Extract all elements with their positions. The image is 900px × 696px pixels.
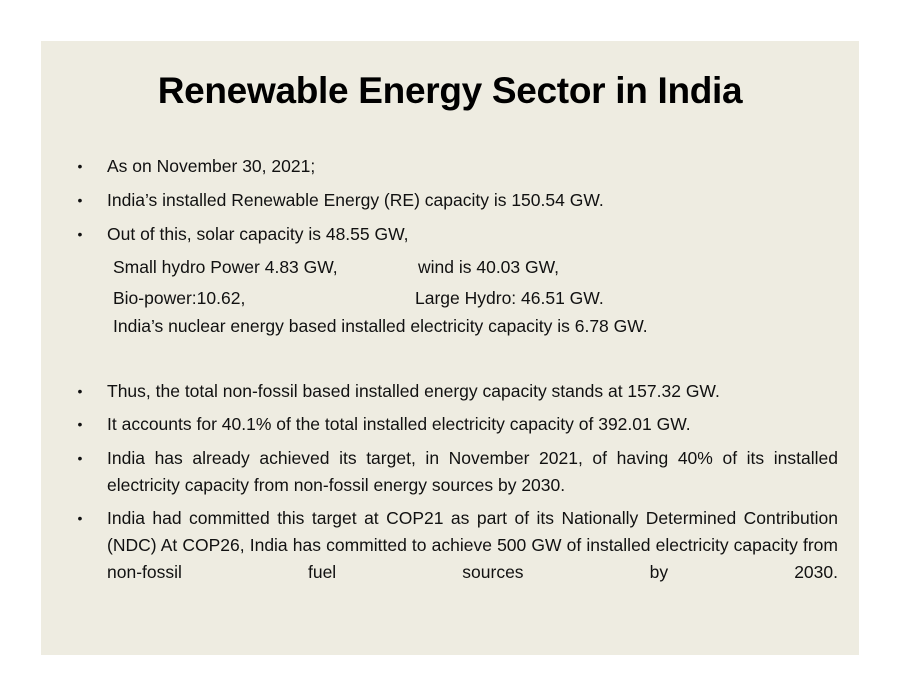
bullet-marker: •: [77, 450, 83, 466]
sub-item-large-hydro: Large Hydro: 46.51 GW.: [415, 288, 604, 308]
sub-item-nuclear: India’s nuclear energy based installed e…: [113, 316, 648, 336]
slide-background: [41, 41, 859, 655]
bullet-marker: •: [77, 226, 83, 242]
bullet-text: Out of this, solar capacity is 48.55 GW,: [107, 224, 409, 244]
sub-item-bio-power: Bio-power:10.62,: [113, 288, 246, 308]
bullet-marker: •: [77, 383, 83, 399]
bullet-marker: •: [77, 416, 83, 432]
bullet-text: It accounts for 40.1% of the total insta…: [107, 414, 691, 434]
bullet-text: Thus, the total non-fossil based install…: [107, 381, 720, 401]
sub-item-small-hydro: Small hydro Power 4.83 GW,: [113, 257, 338, 277]
bullet-text: India’s installed Renewable Energy (RE) …: [107, 190, 604, 210]
sub-item-wind: wind is 40.03 GW,: [418, 257, 560, 277]
bullet-text: India had committed this target at COP21…: [107, 508, 838, 582]
bullet-marker: •: [77, 158, 83, 174]
bullet-marker: •: [77, 192, 83, 208]
bullet-text: India has already achieved its target, i…: [107, 448, 838, 495]
bullet-marker: •: [77, 510, 83, 526]
bullet-text: As on November 30, 2021;: [107, 156, 316, 176]
slide-title: Renewable Energy Sector in India: [157, 70, 743, 111]
